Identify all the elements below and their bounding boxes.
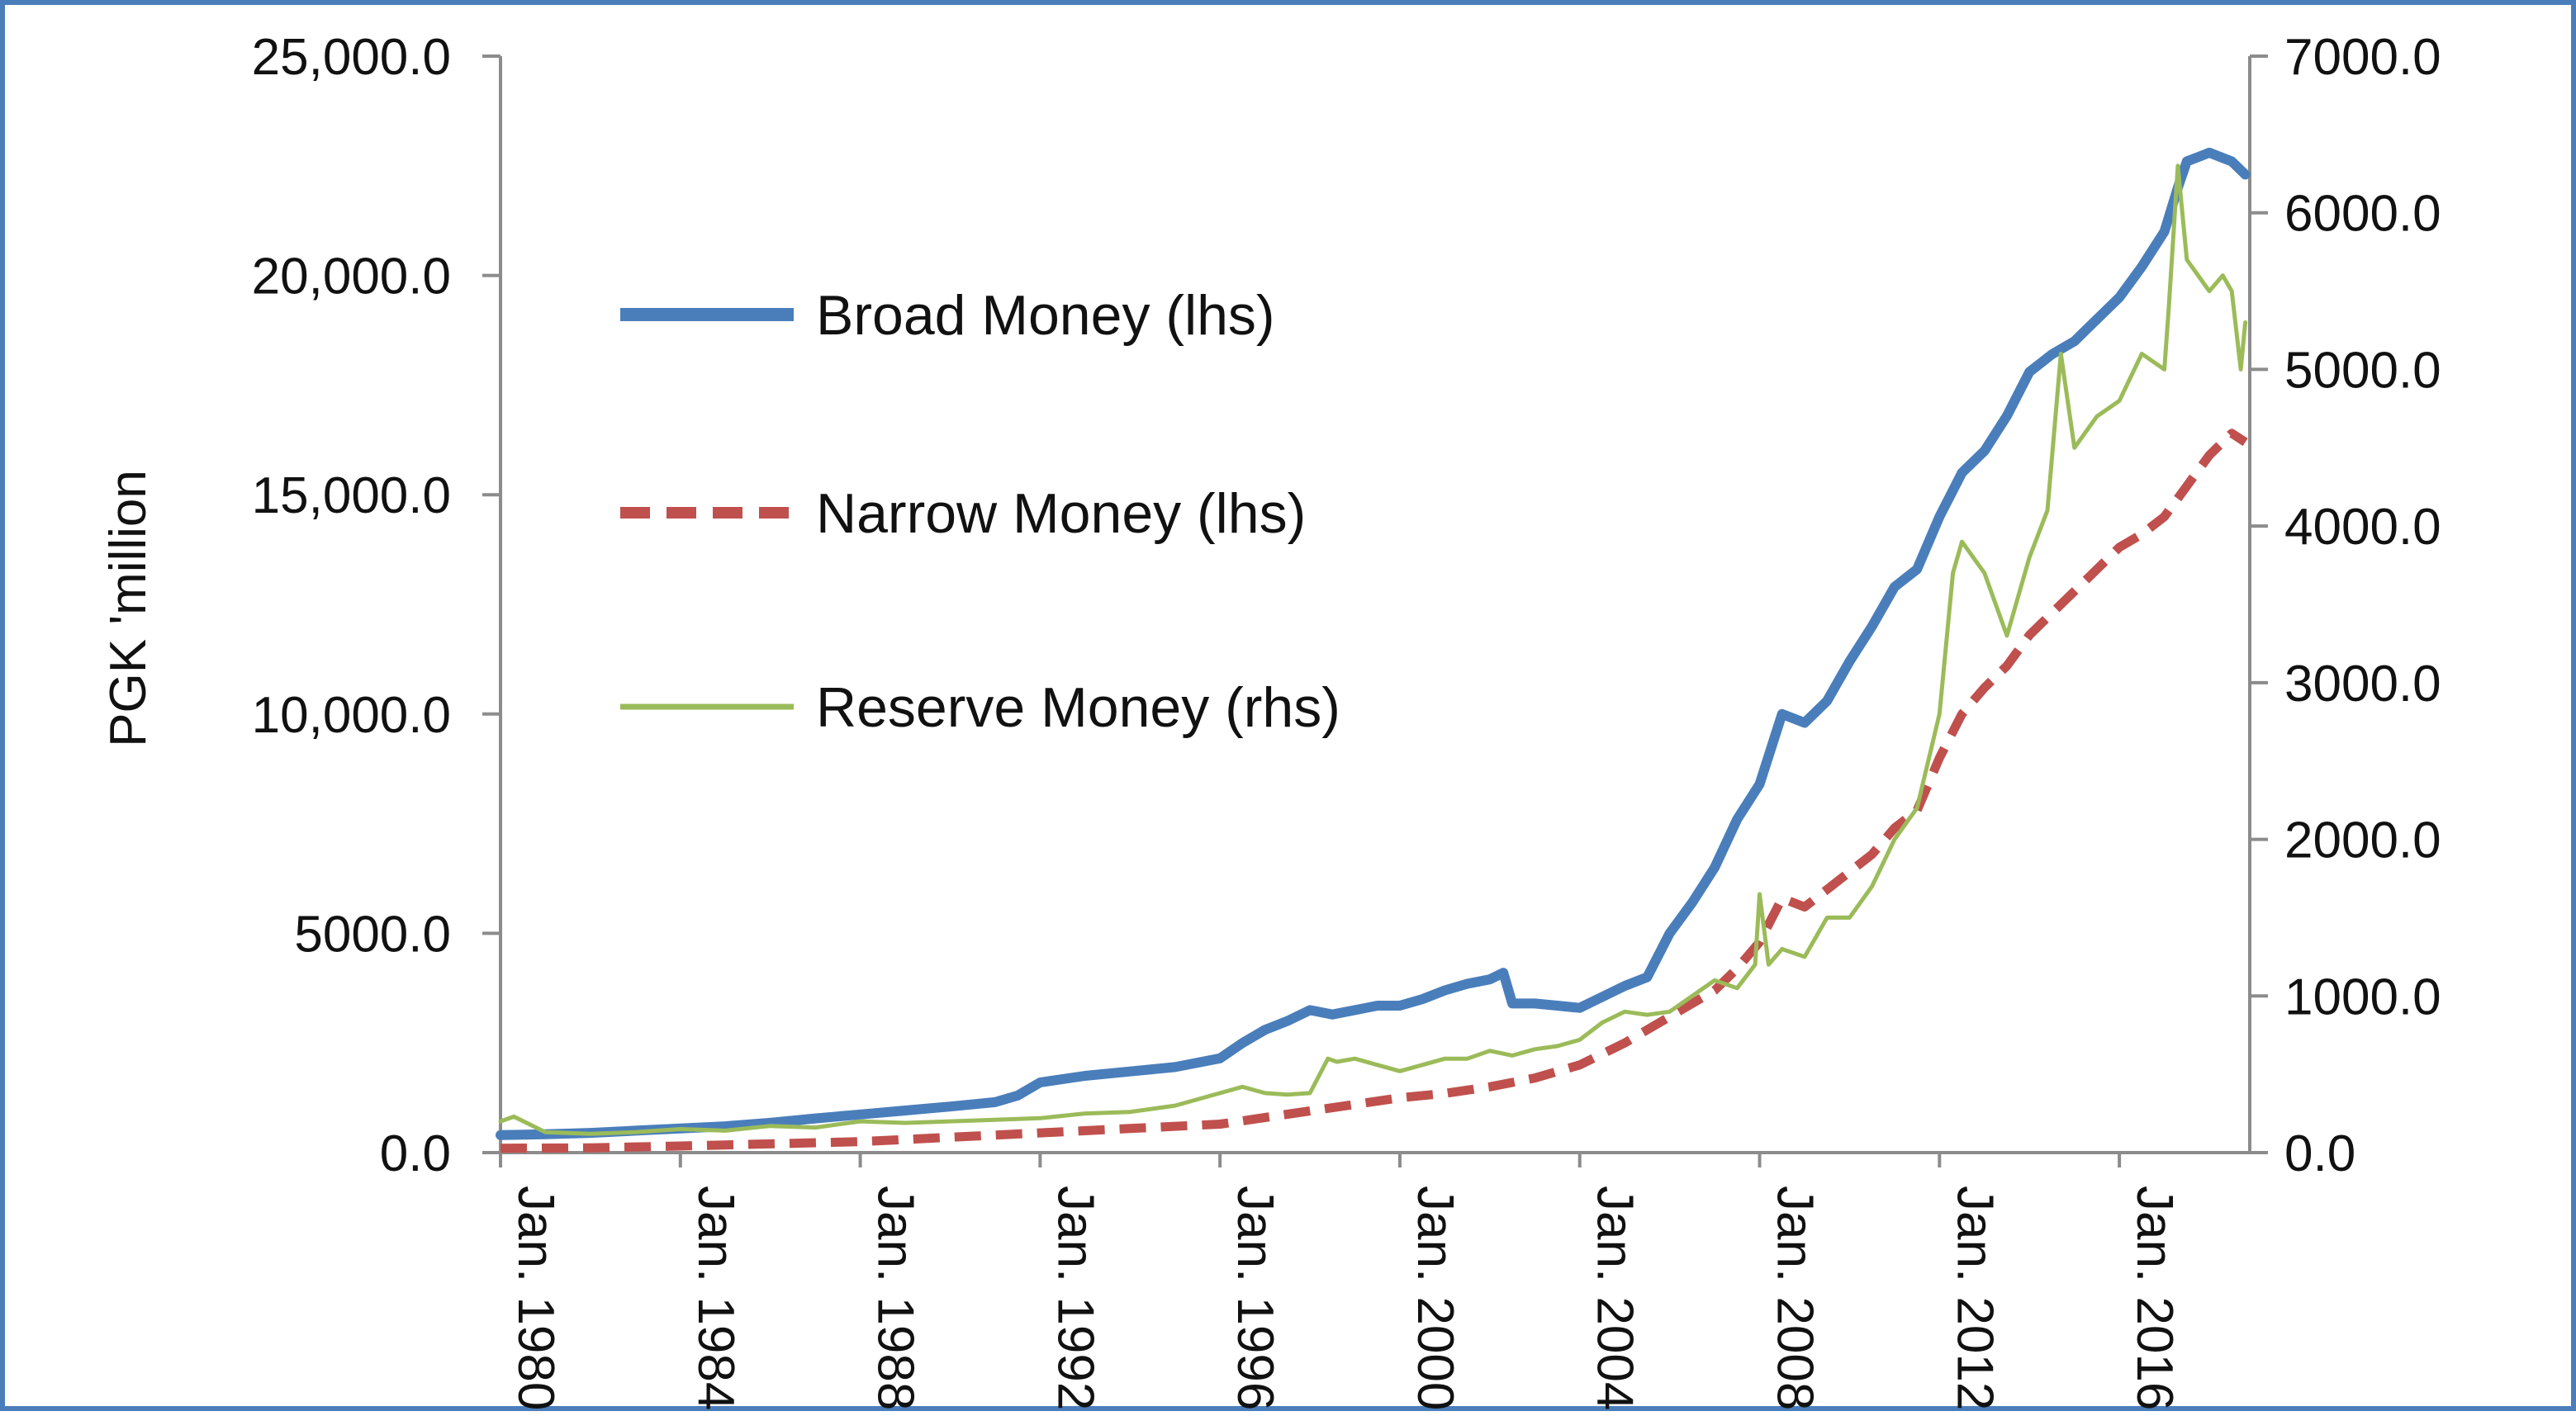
- legend-layer: Broad Money (lhs) Narrow Money (lhs) Reser…: [620, 284, 1340, 739]
- left-y-tick-label: 5000.0: [294, 906, 451, 963]
- right-y-tick-label: 1000.0: [2284, 968, 2441, 1025]
- x-tick-label: Jan. 2016: [2126, 1186, 2183, 1410]
- series-line-narrow-money: [500, 429, 2248, 1153]
- x-tick-label: Jan. 2012: [1946, 1186, 2003, 1410]
- right-y-tick-label: 2000.0: [2284, 812, 2441, 869]
- legend-label-broad-money: Broad Money (lhs): [816, 284, 1275, 347]
- right-y-tick-label: 3000.0: [2284, 656, 2441, 713]
- series-layer: [496, 147, 2251, 1153]
- left-y-tick-label: 15,000.0: [252, 467, 451, 524]
- x-tick-label: Jan. 1996: [1226, 1186, 1283, 1410]
- left-y-tick-label: 10,000.0: [252, 687, 451, 744]
- right-y-tick-label: 0.0: [2284, 1125, 2355, 1182]
- left-y-tick-label: 25,000.0: [252, 29, 451, 86]
- x-tick-label: Jan. 2000: [1407, 1186, 1464, 1410]
- legend-label-narrow-money: Narrow Money (lhs): [816, 482, 1306, 545]
- y-axis-title: PGK 'million: [100, 470, 157, 747]
- x-tick-label: Jan. 1984: [687, 1186, 744, 1410]
- x-tick-label: Jan. 1988: [867, 1186, 924, 1410]
- x-tick-label: Jan. 1992: [1046, 1186, 1103, 1410]
- axes-layer: 0.0 5000.0 10,000.0 15,000.0 20,000.0 25,000.…: [100, 29, 2441, 1410]
- left-y-tick-label: 0.0: [380, 1125, 451, 1182]
- chart-svg: 0.0 5000.0 10,000.0 15,000.0 20,000.0 25,000.…: [100, 29, 2441, 1410]
- left-y-tick-label: 20,000.0: [252, 249, 451, 305]
- series-line-broad-money: [496, 147, 2251, 1140]
- x-tick-label: Jan. 2008: [1767, 1186, 1824, 1410]
- right-y-tick-label: 6000.0: [2284, 186, 2441, 243]
- legend-label-reserve-money: Reserve Money (rhs): [816, 676, 1340, 739]
- x-tick-label: Jan. 2004: [1587, 1186, 1644, 1410]
- right-y-tick-label: 5000.0: [2284, 342, 2441, 399]
- right-y-tick-label: 7000.0: [2284, 29, 2441, 86]
- series-line-reserve-money: [498, 163, 2248, 1136]
- right-y-tick-label: 4000.0: [2284, 499, 2441, 556]
- x-tick-label: Jan. 1980: [507, 1186, 564, 1410]
